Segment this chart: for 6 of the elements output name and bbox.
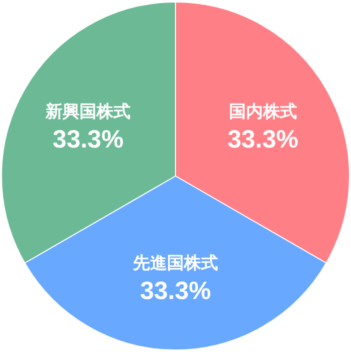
data-label: 33.3% — [227, 125, 298, 154]
data-label: 33.3% — [52, 125, 124, 154]
slice-label: 新興国株式 — [44, 102, 131, 122]
slice-label: 国内株式 — [228, 102, 297, 122]
data-label: 33.3% — [140, 276, 211, 305]
slice-label: 先進国株式 — [132, 253, 218, 274]
